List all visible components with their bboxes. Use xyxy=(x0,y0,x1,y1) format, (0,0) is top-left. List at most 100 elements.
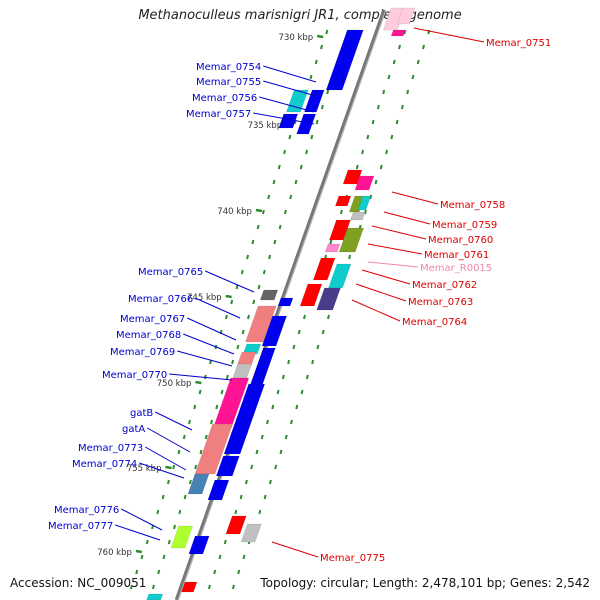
track-dot xyxy=(162,554,166,560)
kbp-marker-tick xyxy=(255,208,263,213)
gene-label-memar_0764: Memar_0764 xyxy=(402,317,467,328)
gene-label-memar_0777: Memar_0777 xyxy=(48,521,113,532)
track-dot xyxy=(140,554,144,560)
gene-block xyxy=(253,361,271,375)
track-dot xyxy=(213,569,217,575)
track-dot xyxy=(379,164,383,170)
gene-label-connector xyxy=(253,112,315,125)
track-dot xyxy=(411,74,415,80)
gene-block xyxy=(194,423,233,475)
gene-label-memar_0755: Memar_0755 xyxy=(196,77,261,88)
kbp-marker-label: 740 kbp xyxy=(217,207,252,217)
track-dot xyxy=(416,59,420,65)
gene-label-connector xyxy=(367,261,419,268)
track-dot xyxy=(244,479,248,485)
track-dot xyxy=(300,389,304,395)
track-dot xyxy=(314,59,318,65)
kbp-marker-tick xyxy=(195,380,202,385)
track-dot xyxy=(199,449,203,455)
track-dot xyxy=(225,314,228,320)
track-dot xyxy=(225,374,229,380)
track-dot xyxy=(385,149,389,155)
track-dot xyxy=(422,44,425,50)
track-dot xyxy=(400,104,404,110)
track-dot xyxy=(366,134,370,140)
track-dot xyxy=(263,494,267,500)
gene-label-memar_0754: Memar_0754 xyxy=(196,62,261,73)
kbp-marker-label: 750 kbp xyxy=(157,379,192,389)
gene-label-memar_0760: Memar_0760 xyxy=(428,235,493,246)
track-dot xyxy=(268,479,272,485)
gene-label-connector xyxy=(139,462,185,479)
track-dot xyxy=(151,584,155,590)
track-dot xyxy=(129,584,133,590)
track-dot xyxy=(271,404,275,410)
gene-label-connector xyxy=(371,225,427,240)
track-dot xyxy=(355,164,359,170)
track-dot xyxy=(284,434,288,440)
gene-block xyxy=(170,525,194,549)
gene-block xyxy=(316,287,341,311)
track-dot xyxy=(398,44,401,50)
track-dot xyxy=(321,329,325,335)
track-dot xyxy=(251,239,255,245)
track-dot xyxy=(193,404,197,410)
gene-label-connector xyxy=(177,350,233,367)
gene-block xyxy=(325,29,364,91)
track-dot xyxy=(299,164,303,170)
gene-label-memar_0768: Memar_0768 xyxy=(116,330,181,341)
track-dot xyxy=(310,134,314,140)
gene-label-connector xyxy=(383,211,431,225)
track-dot xyxy=(297,329,301,335)
track-dot xyxy=(258,509,262,515)
kbp-marker-label: 730 kbp xyxy=(279,33,314,43)
track-dot xyxy=(220,389,224,395)
track-dot xyxy=(182,434,186,440)
track-dot xyxy=(235,284,239,290)
gene-label-connector xyxy=(263,80,317,97)
track-dot xyxy=(290,419,293,425)
track-dot xyxy=(145,539,149,545)
gene-block xyxy=(225,515,247,535)
track-dot xyxy=(166,479,170,485)
gene-block xyxy=(278,113,299,129)
gene-label-connector xyxy=(361,269,411,285)
gene-label-memar_0763: Memar_0763 xyxy=(408,297,473,308)
gene-label-memar_0758: Memar_0758 xyxy=(440,200,505,211)
gene-label-connector xyxy=(391,191,439,205)
gene-label-gatb: gatB xyxy=(130,408,153,419)
gene-label-memar_0762: Memar_0762 xyxy=(412,280,477,291)
track-dot xyxy=(178,509,182,515)
gene-label-memar_0770: Memar_0770 xyxy=(102,370,167,381)
track-dot xyxy=(316,344,320,350)
track-dot xyxy=(406,89,410,95)
track-dot xyxy=(369,194,373,200)
gene-block xyxy=(338,227,364,253)
track-dot xyxy=(231,584,235,590)
gene-block xyxy=(187,473,210,495)
track-dot xyxy=(326,89,330,95)
topology-text: Topology: circular; Length: 2,478,101 bp… xyxy=(260,576,590,590)
gene-block xyxy=(334,195,352,207)
track-dot xyxy=(237,569,241,575)
kbp-marker-label: 745 kbp xyxy=(187,293,222,303)
gene-block xyxy=(299,283,323,307)
track-dot xyxy=(267,194,271,200)
gene-label-connector xyxy=(195,297,241,319)
gene-label-memar_0766: Memar_0766 xyxy=(128,294,193,305)
track-dot xyxy=(277,164,281,170)
track-dot xyxy=(374,179,378,185)
gene-block xyxy=(232,363,253,379)
track-dot xyxy=(236,344,240,350)
kbp-marker-tick xyxy=(316,34,324,39)
track-dot xyxy=(303,314,306,320)
track-dot xyxy=(276,389,280,395)
gene-label-memar_r0015: Memar_R0015 xyxy=(420,263,492,274)
gene-label-connector xyxy=(413,27,485,43)
gene-block xyxy=(236,351,257,367)
gene-block xyxy=(357,195,372,211)
track-dot xyxy=(382,89,386,95)
gene-label-memar_0765: Memar_0765 xyxy=(138,267,203,278)
gene-block xyxy=(223,431,249,455)
